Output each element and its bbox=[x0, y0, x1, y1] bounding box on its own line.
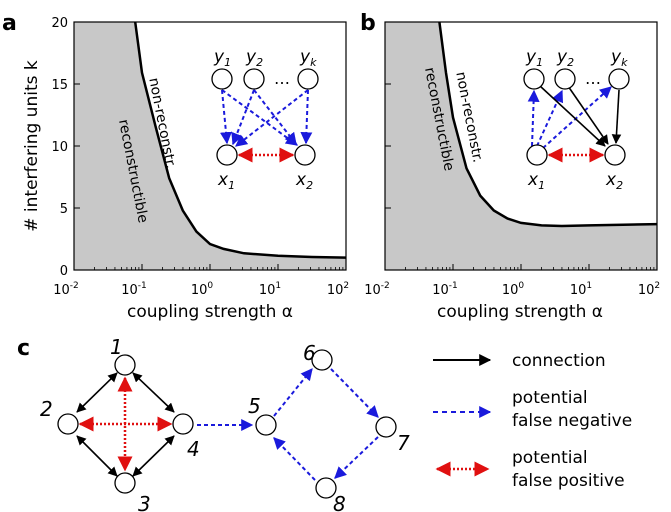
panel-c: c 1 2 3 4 5 6 7 8 connection bbox=[17, 335, 632, 512]
x-tick-label: 100 bbox=[191, 281, 214, 298]
net-label-4: 4 bbox=[187, 437, 200, 461]
reconstructible-region-a bbox=[74, 22, 346, 270]
net-node-4 bbox=[172, 413, 194, 435]
panel-c-letter: c bbox=[17, 336, 30, 361]
net-node-1 bbox=[114, 354, 136, 376]
net-edge-5-6 bbox=[273, 368, 313, 417]
axes-a: 10-2 10-1 100 101 102 0 5 10 15 20 bbox=[51, 16, 349, 298]
net-label-2: 2 bbox=[40, 397, 53, 421]
x-tick-label: 10-2 bbox=[53, 281, 79, 298]
inset-a-label-x1: x1 bbox=[217, 170, 235, 192]
inset-b-label-yk: yk bbox=[610, 47, 628, 69]
inset-a-edge-yk-x2 bbox=[300, 89, 313, 145]
inset-a-node-x2 bbox=[294, 144, 316, 166]
panel-a-letter: a bbox=[2, 11, 17, 36]
y-tick-label: 20 bbox=[51, 16, 68, 31]
x-tick-label: 10-1 bbox=[432, 281, 458, 298]
inset-b-edge-y1-x2 bbox=[539, 85, 606, 147]
panel-b-letter: b bbox=[360, 11, 376, 36]
net-node-6 bbox=[311, 349, 333, 371]
inset-b-node-yk bbox=[608, 68, 630, 90]
boundary-line-b bbox=[438, 22, 657, 228]
net-node-5 bbox=[255, 414, 277, 436]
inset-a-label-y1: y1 bbox=[213, 47, 231, 69]
inset-a-edge-y2-x2 bbox=[253, 89, 297, 145]
inset-b-edge-x1-y2 bbox=[536, 89, 563, 147]
net-node-7 bbox=[375, 416, 397, 438]
inset-b-label-x2: x2 bbox=[605, 170, 623, 192]
inset-b-edge-x1-yk bbox=[542, 86, 612, 149]
net-node-8 bbox=[315, 477, 337, 499]
x-tick-label: 10-2 bbox=[364, 281, 390, 298]
net-label-5: 5 bbox=[248, 394, 261, 418]
inset-a-ellipsis: … bbox=[274, 69, 290, 88]
inset-diagram-b: … y1 y2 yk x1 x2 bbox=[523, 47, 630, 192]
legend-false-negative-label-2: false negative bbox=[512, 411, 632, 431]
legend-connection-label: connection bbox=[512, 351, 606, 371]
x-tick-label: 100 bbox=[502, 281, 525, 298]
net-node-2 bbox=[57, 413, 79, 435]
net-label-6: 6 bbox=[303, 341, 316, 365]
net-label-8: 8 bbox=[333, 492, 346, 512]
inset-a-node-y2 bbox=[243, 68, 265, 90]
boundary-line-a bbox=[133, 22, 346, 259]
x-tick-label: 101 bbox=[570, 281, 592, 298]
net-edge-6-7 bbox=[330, 368, 379, 418]
net-label-1: 1 bbox=[110, 335, 123, 359]
legend-false-positive-label-1: potential bbox=[512, 448, 588, 468]
x-tick-label: 102 bbox=[638, 281, 660, 298]
panel-a: a 10-2 10-1 100 101 102 0 5 10 15 20 # interferin… bbox=[2, 11, 349, 322]
net-edge-8-5 bbox=[273, 437, 316, 481]
legend-false-positive-label-2: false positive bbox=[512, 471, 625, 491]
inset-a-node-x1 bbox=[216, 144, 238, 166]
panel-b: b 10-2 10-1 100 101 102 coupling strength α … bbox=[360, 11, 660, 322]
x-tick-label: 101 bbox=[259, 281, 281, 298]
inset-b-edge-x1-y1 bbox=[527, 89, 540, 147]
y-tick-label: 5 bbox=[60, 202, 68, 217]
reconstructible-region-b bbox=[385, 22, 657, 270]
inset-a-edge-y1-x1 bbox=[220, 89, 232, 145]
net-edge-1-2 bbox=[76, 372, 118, 413]
inset-a-node-yk bbox=[297, 68, 319, 90]
inset-a-label-yk: yk bbox=[299, 47, 317, 69]
x-tick-label: 102 bbox=[327, 281, 349, 298]
x-tick-label: 10-1 bbox=[121, 281, 147, 298]
net-node-3 bbox=[114, 472, 136, 494]
inset-b-edge-yk-x2 bbox=[611, 89, 622, 144]
inset-a-node-y1 bbox=[211, 68, 233, 90]
net-edge-4-3 bbox=[132, 435, 175, 477]
y-axis-label: # interfering units k bbox=[22, 60, 42, 232]
y-tick-label: 0 bbox=[60, 264, 68, 279]
inset-a-label-y2: y2 bbox=[245, 47, 263, 69]
inset-diagram-a: … y1 y2 yk x1 x2 bbox=[211, 47, 319, 192]
legend-false-negative-label-1: potential bbox=[512, 388, 588, 408]
y-tick-label: 10 bbox=[51, 140, 68, 155]
inset-b-node-x1 bbox=[526, 144, 548, 166]
inset-a-edge-yk-x1 bbox=[235, 89, 309, 147]
inset-b-edge-y2-x2 bbox=[567, 85, 609, 145]
inset-b-label-y2: y2 bbox=[556, 47, 574, 69]
net-label-7: 7 bbox=[397, 431, 410, 455]
inset-a-label-x2: x2 bbox=[295, 170, 313, 192]
x-axis-label-a: coupling strength α bbox=[127, 302, 293, 322]
inset-a-edge-y1-x2 bbox=[221, 89, 298, 146]
net-edge-1-4 bbox=[132, 372, 175, 413]
x-axis-label-b: coupling strength α bbox=[437, 302, 603, 322]
legend: connection potential false negative pote… bbox=[433, 351, 632, 491]
net-label-3: 3 bbox=[138, 492, 151, 512]
axes-b: 10-2 10-1 100 101 102 bbox=[364, 21, 660, 298]
net-edge-7-8 bbox=[334, 436, 379, 479]
inset-b-node-x2 bbox=[604, 144, 626, 166]
net-edge-2-3 bbox=[76, 435, 118, 477]
y-tick-label: 15 bbox=[51, 78, 68, 93]
inset-a-edge-y2-x1 bbox=[231, 89, 255, 146]
inset-b-ellipsis: … bbox=[585, 69, 601, 88]
inset-b-label-y1: y1 bbox=[525, 47, 543, 69]
inset-b-node-y2 bbox=[554, 68, 576, 90]
inset-b-node-y1 bbox=[523, 68, 545, 90]
inset-b-label-x1: x1 bbox=[527, 170, 545, 192]
